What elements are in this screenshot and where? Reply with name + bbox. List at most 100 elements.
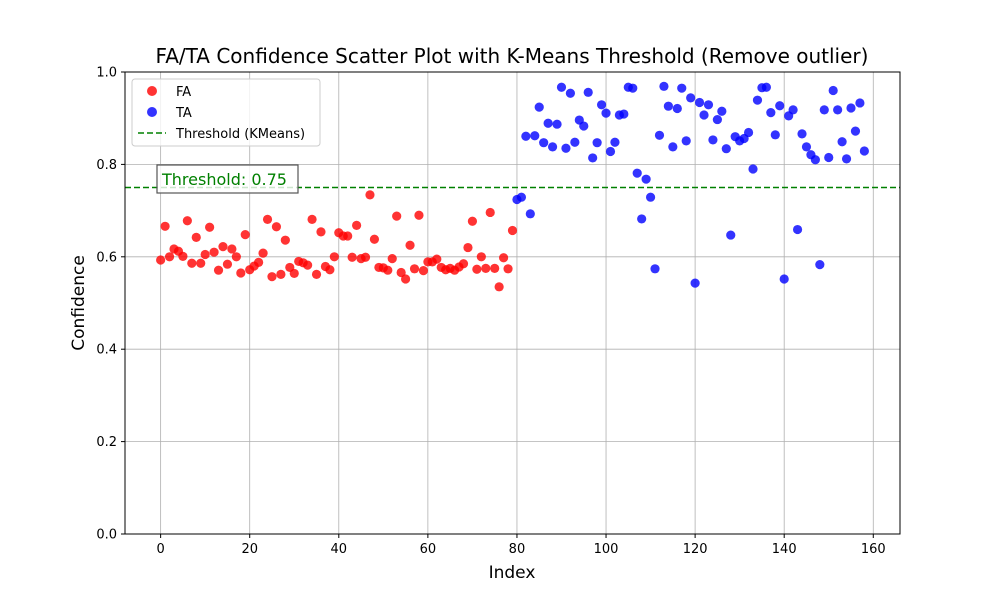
ta-point	[583, 87, 593, 97]
fa-point	[347, 252, 357, 262]
data-points	[156, 81, 869, 292]
ta-point	[659, 81, 669, 91]
fa-point	[213, 265, 224, 275]
ta-point	[628, 83, 638, 93]
fa-point	[369, 234, 380, 244]
x-tick-label: 40	[331, 542, 348, 557]
legend: FA TA Threshold (KMeans)	[131, 78, 321, 147]
ta-point	[690, 278, 700, 288]
fa-point	[432, 254, 442, 264]
chart-title: FA/TA Confidence Scatter Plot with K-Mea…	[156, 44, 869, 68]
fa-point	[343, 231, 353, 241]
ta-point	[592, 138, 602, 148]
fa-point	[222, 259, 233, 269]
y-tick-label: 1.0	[96, 66, 117, 81]
ta-point	[521, 131, 531, 141]
ta-point	[570, 137, 580, 147]
fa-point	[405, 240, 415, 250]
fa-point	[280, 235, 290, 245]
fa-point	[164, 252, 175, 262]
fa-point	[360, 252, 371, 262]
fa-point	[396, 267, 406, 278]
fa-point	[182, 216, 192, 226]
x-tick-label: 160	[861, 542, 886, 557]
ta-point	[788, 105, 798, 115]
fa-point	[472, 264, 482, 274]
fa-point	[178, 251, 188, 261]
ta-point	[717, 106, 727, 116]
x-tick-label: 120	[683, 542, 708, 557]
ta-point	[770, 130, 780, 140]
fa-point	[494, 282, 504, 292]
ta-point	[534, 102, 544, 112]
x-tick-label: 0	[156, 542, 164, 557]
fa-point	[191, 232, 201, 242]
fa-point	[503, 264, 513, 274]
ta-point	[668, 142, 678, 152]
fa-point	[481, 263, 491, 273]
ta-point	[859, 146, 869, 156]
fa-point	[200, 249, 210, 260]
ta-point	[654, 130, 665, 140]
legend-fa-marker	[147, 86, 157, 96]
ta-point	[712, 114, 722, 125]
y-axis-ticks: 0.0 0.2 0.4 0.6 0.8 1.0	[96, 66, 125, 543]
threshold-annotation-text: Threshold: 0.75	[161, 170, 287, 189]
ta-point	[841, 154, 852, 164]
ta-point	[815, 260, 825, 270]
ta-point	[686, 93, 696, 103]
x-axis-ticks: 0 20 40 60 80 100 120 140 160	[156, 534, 886, 557]
ta-point	[543, 118, 553, 128]
fa-point	[254, 257, 264, 267]
ta-point	[632, 168, 642, 178]
ta-point	[556, 82, 567, 92]
fa-point	[401, 274, 411, 284]
threshold-annotation: Threshold: 0.75	[156, 164, 299, 194]
y-axis-label: Confidence	[69, 255, 89, 351]
ta-point	[797, 129, 807, 139]
ta-point	[828, 85, 838, 96]
ta-point	[752, 95, 763, 105]
ta-point	[801, 142, 812, 152]
fa-point	[316, 227, 326, 237]
fa-point	[311, 269, 322, 279]
ta-point	[703, 100, 714, 110]
ta-point	[833, 105, 843, 115]
ta-point	[641, 174, 651, 184]
fa-point	[262, 214, 273, 224]
fa-point	[267, 272, 277, 282]
ta-point	[775, 101, 785, 111]
ta-point	[637, 214, 647, 224]
ta-point	[565, 88, 576, 98]
ta-point	[743, 127, 754, 138]
fa-point	[258, 248, 268, 258]
legend-ta-label: TA	[175, 106, 192, 121]
fa-point	[227, 244, 237, 254]
fa-point	[414, 210, 424, 220]
fa-point	[325, 265, 335, 275]
ta-point	[610, 137, 620, 147]
fa-point	[236, 268, 246, 278]
fa-point	[352, 220, 362, 230]
x-tick-label: 60	[420, 542, 437, 557]
ta-point	[699, 110, 709, 120]
fa-point	[329, 252, 339, 262]
fa-point	[231, 252, 241, 262]
fa-point	[307, 214, 317, 224]
ta-point	[619, 109, 629, 119]
legend-ta-marker	[147, 107, 157, 117]
fa-point	[507, 225, 518, 236]
ta-point	[779, 274, 789, 284]
ta-point	[672, 103, 682, 114]
fa-point	[218, 242, 228, 252]
ta-point	[530, 131, 540, 141]
ta-point	[645, 192, 656, 202]
fa-point	[387, 254, 397, 264]
legend-fa-label: FA	[176, 85, 191, 100]
fa-point	[498, 253, 509, 263]
fa-point	[463, 242, 473, 253]
fa-point	[485, 207, 495, 218]
ta-point	[561, 143, 571, 153]
fa-point	[289, 268, 299, 279]
